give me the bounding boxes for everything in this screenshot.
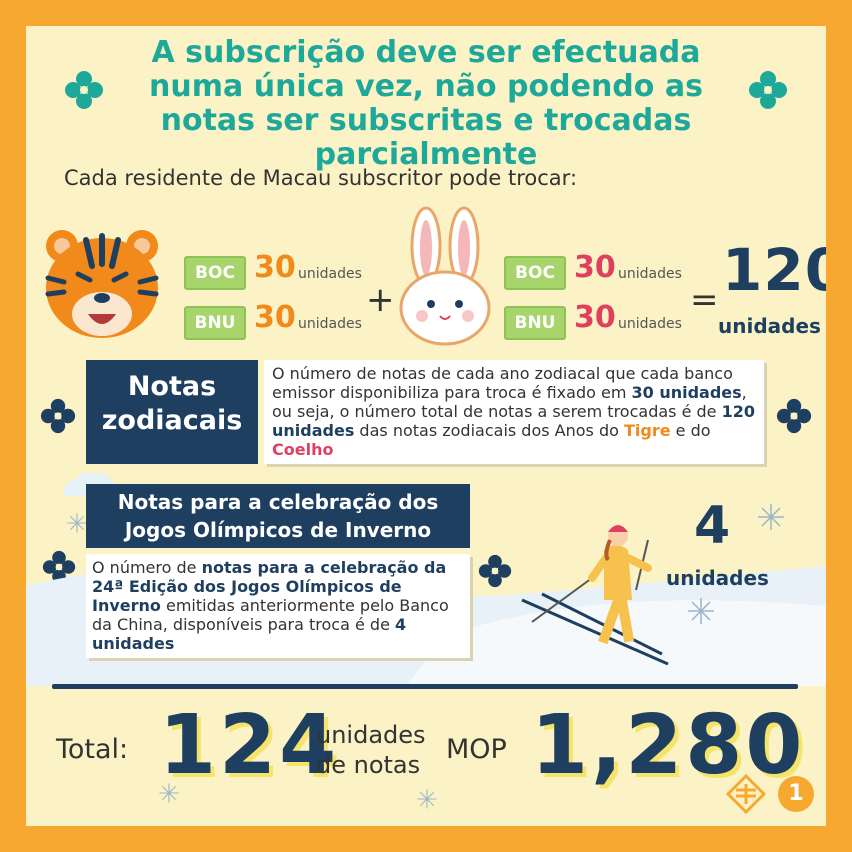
boc-tag: BOC xyxy=(184,256,246,290)
total-amount: 1,280 xyxy=(531,698,806,793)
snowflake-icon xyxy=(417,789,437,809)
total-notes-unit: unidades de notas xyxy=(316,721,426,779)
logo-icon xyxy=(726,774,766,814)
flower-icon xyxy=(478,554,512,588)
olympic-count-unit: unidades xyxy=(666,566,769,590)
snowflake-icon xyxy=(758,504,784,530)
infographic-panel: A subscrição deve ser efectuada numa úni… xyxy=(26,26,826,826)
flower-icon xyxy=(42,550,76,584)
zodiac-description: O número de notas de cada ano zodiacal q… xyxy=(264,360,764,464)
page-number-badge: 1 xyxy=(778,776,814,812)
tiger-bnu-unit: unidades xyxy=(298,316,362,332)
zodiac-title-box: Notas zodiacais xyxy=(86,360,258,464)
divider-line xyxy=(52,684,798,689)
zodiac-title-line2: zodiacais xyxy=(101,405,243,436)
rabbit-bnu-amount: 30 xyxy=(574,300,616,335)
intro-text: Cada residente de Macau subscritor pode … xyxy=(64,166,578,190)
tiger-bnu-amount: 30 xyxy=(254,300,296,335)
zodiac-total-number: 120 xyxy=(722,236,826,304)
rabbit-boc-unit: unidades xyxy=(618,266,682,282)
olympic-title-line1: Notas para a celebração dos xyxy=(117,490,439,514)
snowflake-icon xyxy=(159,783,179,803)
tiger-icon xyxy=(45,230,159,338)
snowflake-icon xyxy=(67,513,87,533)
tiger-boc-unit: unidades xyxy=(298,266,362,282)
olympic-title-box: Notas para a celebração dos Jogos Olímpi… xyxy=(86,484,470,548)
zodiac-total-unit: unidades xyxy=(718,314,821,338)
rabbit-bnu-unit: unidades xyxy=(618,316,682,332)
snowflake-icon xyxy=(688,598,714,624)
bnu-tag: BNU xyxy=(504,306,566,340)
total-notes-number: 124 xyxy=(159,698,340,793)
equals-sign: = xyxy=(690,280,719,320)
flower-icon xyxy=(776,398,812,434)
olympic-title-line2: Jogos Olímpicos de Inverno xyxy=(124,518,432,542)
total-label: Total: xyxy=(56,734,129,765)
olympic-description: O número de notas para a celebração da 2… xyxy=(86,554,470,658)
zodiac-title-line1: Notas xyxy=(127,371,217,402)
rabbit-icon xyxy=(399,206,491,346)
boc-tag: BOC xyxy=(504,256,566,290)
tiger-boc-amount: 30 xyxy=(254,250,296,285)
currency-label: MOP xyxy=(446,734,507,765)
rabbit-boc-amount: 30 xyxy=(574,250,616,285)
flower-icon xyxy=(749,71,787,109)
flower-icon xyxy=(40,398,76,434)
flower-icon xyxy=(65,71,103,109)
headline: A subscrição deve ser efectuada numa úni… xyxy=(149,35,703,172)
plus-sign: + xyxy=(366,280,395,320)
skier-illustration xyxy=(521,525,669,666)
olympic-count-number: 4 xyxy=(694,496,731,556)
bnu-tag: BNU xyxy=(184,306,246,340)
